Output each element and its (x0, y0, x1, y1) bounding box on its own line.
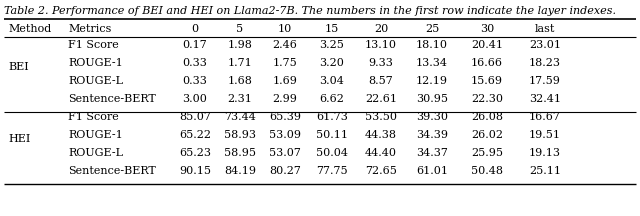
Text: 90.15: 90.15 (179, 166, 211, 176)
Text: ROUGE-L: ROUGE-L (68, 76, 123, 86)
Text: Sentence-BERT: Sentence-BERT (68, 166, 156, 176)
Text: BEI: BEI (8, 62, 29, 72)
Text: 34.39: 34.39 (416, 130, 448, 140)
Text: 44.40: 44.40 (365, 148, 397, 158)
Text: HEI: HEI (8, 134, 30, 144)
Text: 80.27: 80.27 (269, 166, 301, 176)
Text: 85.07: 85.07 (179, 112, 211, 122)
Text: Table 2. Performance of BEI and HEI on Llama2-7B. The numbers in the first row i: Table 2. Performance of BEI and HEI on L… (4, 6, 616, 16)
Text: 5: 5 (236, 24, 244, 34)
Text: 1.98: 1.98 (228, 40, 252, 50)
Text: 18.23: 18.23 (529, 58, 561, 68)
Text: 61.01: 61.01 (416, 166, 448, 176)
Text: 25.95: 25.95 (471, 148, 503, 158)
Text: 9.33: 9.33 (369, 58, 394, 68)
Text: 34.37: 34.37 (416, 148, 448, 158)
Text: 16.66: 16.66 (471, 58, 503, 68)
Text: 2.99: 2.99 (273, 94, 298, 104)
Text: 58.95: 58.95 (224, 148, 256, 158)
Text: 1.71: 1.71 (228, 58, 252, 68)
Text: 13.10: 13.10 (365, 40, 397, 50)
Text: ROUGE-1: ROUGE-1 (68, 130, 123, 140)
Text: 3.04: 3.04 (319, 76, 344, 86)
Text: 53.07: 53.07 (269, 148, 301, 158)
Text: 1.69: 1.69 (273, 76, 298, 86)
Text: 2.31: 2.31 (228, 94, 252, 104)
Text: 30: 30 (480, 24, 494, 34)
Text: 1.75: 1.75 (273, 58, 298, 68)
Text: 39.30: 39.30 (416, 112, 448, 122)
Text: 65.22: 65.22 (179, 130, 211, 140)
Text: 22.30: 22.30 (471, 94, 503, 104)
Text: 50.11: 50.11 (316, 130, 348, 140)
Text: 26.08: 26.08 (471, 112, 503, 122)
Text: 73.44: 73.44 (224, 112, 256, 122)
Text: 32.41: 32.41 (529, 94, 561, 104)
Text: 30.95: 30.95 (416, 94, 448, 104)
Text: ROUGE-1: ROUGE-1 (68, 58, 123, 68)
Text: 0: 0 (191, 24, 198, 34)
Text: 61.73: 61.73 (316, 112, 348, 122)
Text: 8.57: 8.57 (369, 76, 394, 86)
Text: 19.13: 19.13 (529, 148, 561, 158)
Text: 53.09: 53.09 (269, 130, 301, 140)
Text: 3.20: 3.20 (319, 58, 344, 68)
Text: 44.38: 44.38 (365, 130, 397, 140)
Text: 84.19: 84.19 (224, 166, 256, 176)
Text: 0.33: 0.33 (182, 58, 207, 68)
Text: 1.68: 1.68 (228, 76, 252, 86)
Text: ROUGE-L: ROUGE-L (68, 148, 123, 158)
Text: 3.00: 3.00 (182, 94, 207, 104)
Text: 19.51: 19.51 (529, 130, 561, 140)
Text: 15.69: 15.69 (471, 76, 503, 86)
Text: 17.59: 17.59 (529, 76, 561, 86)
Text: 65.23: 65.23 (179, 148, 211, 158)
Text: 50.04: 50.04 (316, 148, 348, 158)
Text: 58.93: 58.93 (224, 130, 256, 140)
Text: 50.48: 50.48 (471, 166, 503, 176)
Text: 22.61: 22.61 (365, 94, 397, 104)
Text: 20.41: 20.41 (471, 40, 503, 50)
Text: 53.50: 53.50 (365, 112, 397, 122)
Text: Method: Method (8, 24, 51, 34)
Text: 0.17: 0.17 (182, 40, 207, 50)
Text: F1 Score: F1 Score (68, 112, 119, 122)
Text: Sentence-BERT: Sentence-BERT (68, 94, 156, 104)
Text: 12.19: 12.19 (416, 76, 448, 86)
Text: 77.75: 77.75 (316, 166, 348, 176)
Text: 18.10: 18.10 (416, 40, 448, 50)
Text: 6.62: 6.62 (319, 94, 344, 104)
Text: 25: 25 (425, 24, 439, 34)
Text: 13.34: 13.34 (416, 58, 448, 68)
Text: 10: 10 (278, 24, 292, 34)
Text: last: last (535, 24, 555, 34)
Text: 72.65: 72.65 (365, 166, 397, 176)
Text: 15: 15 (325, 24, 339, 34)
Text: Metrics: Metrics (68, 24, 111, 34)
Text: 20: 20 (374, 24, 388, 34)
Text: 65.39: 65.39 (269, 112, 301, 122)
Text: 23.01: 23.01 (529, 40, 561, 50)
Text: 26.02: 26.02 (471, 130, 503, 140)
Text: 25.11: 25.11 (529, 166, 561, 176)
Text: 16.67: 16.67 (529, 112, 561, 122)
Text: 0.33: 0.33 (182, 76, 207, 86)
Text: 3.25: 3.25 (319, 40, 344, 50)
Text: 2.46: 2.46 (273, 40, 298, 50)
Text: F1 Score: F1 Score (68, 40, 119, 50)
